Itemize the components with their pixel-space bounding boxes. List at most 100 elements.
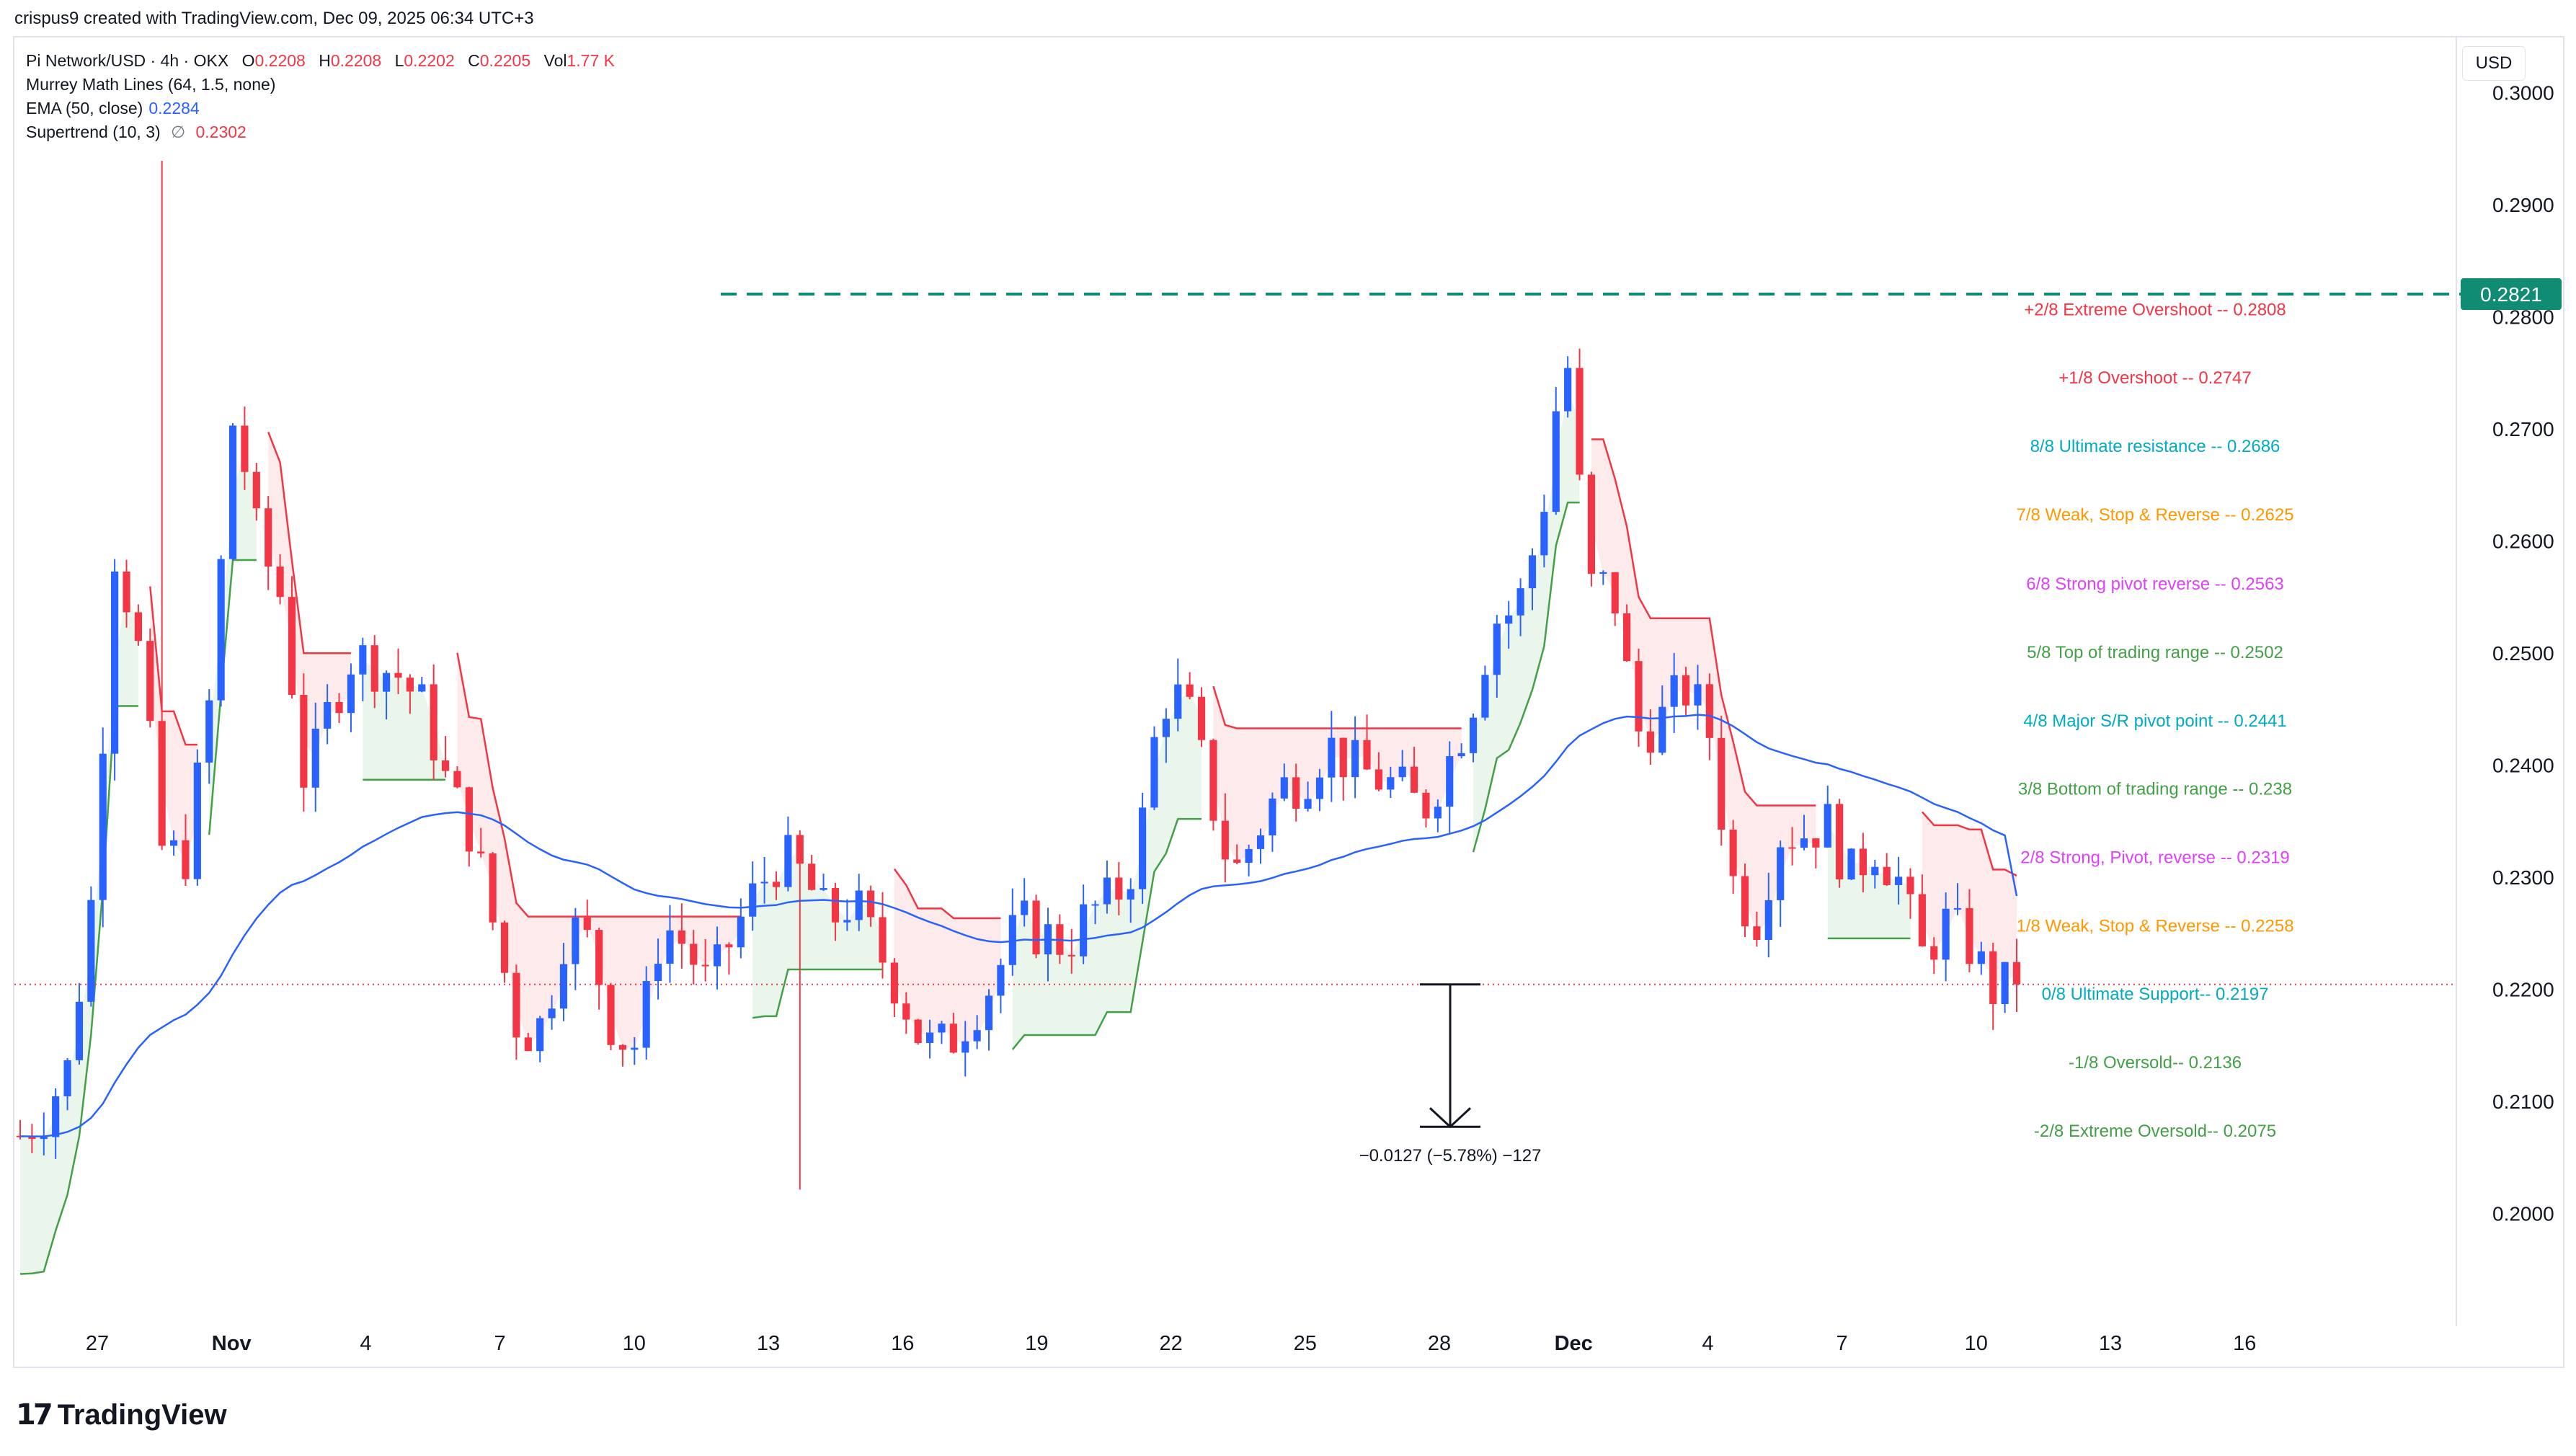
y-tick-label: 0.3000 — [2492, 82, 2554, 105]
candle-body — [465, 787, 473, 852]
indicator-supertrend[interactable]: Supertrend (10, 3) ∅ 0.2302 — [26, 123, 247, 141]
candle-body — [1091, 904, 1099, 906]
tradingview-logo[interactable]: 17 TradingView — [16, 1398, 227, 1431]
x-tick-label: 7 — [494, 1332, 506, 1355]
candle-body — [1930, 946, 1938, 960]
x-tick-label: 19 — [1025, 1332, 1048, 1355]
candle-body — [52, 1096, 60, 1137]
candle-body — [134, 612, 142, 642]
candle-body — [1032, 900, 1040, 955]
y-tick-label: 0.2100 — [2492, 1091, 2554, 1113]
candle-body — [725, 944, 733, 948]
supertrend-up-line — [1472, 501, 1580, 853]
y-tick-label: 0.2200 — [2492, 979, 2554, 1001]
symbol-label[interactable]: Pi Network/USD · 4h · OKX — [26, 51, 229, 70]
candle-body — [370, 645, 378, 692]
candle-body — [1021, 900, 1029, 915]
candle-body — [1469, 717, 1478, 753]
supertrend-down-line — [1212, 685, 1462, 729]
candle-body — [890, 962, 898, 1004]
candle-body — [1493, 623, 1501, 675]
candle-body — [678, 930, 685, 944]
candle-body — [524, 1037, 532, 1052]
candle-body — [1139, 807, 1147, 889]
x-tick-label: 4 — [360, 1332, 371, 1355]
candle-body — [406, 678, 414, 692]
candle-body — [985, 995, 993, 1031]
supertrend-up-fill — [209, 448, 257, 835]
candle-body — [182, 840, 190, 879]
indicator-murrey[interactable]: Murrey Math Lines (64, 1.5, none) — [26, 75, 276, 94]
candle-body — [1670, 675, 1678, 707]
measure-label: −0.0127 (−5.78%) −127 — [1359, 1146, 1542, 1166]
candle-body — [1363, 740, 1371, 770]
hidden-icon: ∅ — [171, 123, 186, 141]
y-tick-label: 0.2900 — [2492, 194, 2554, 216]
candle-body — [265, 508, 272, 567]
candle-body — [1008, 915, 1016, 965]
indicator-ema[interactable]: EMA (50, close) 0.2284 — [26, 99, 200, 117]
candle-body — [1871, 866, 1879, 876]
candle-body — [1067, 954, 1075, 956]
x-tick-label: 13 — [2099, 1332, 2122, 1355]
candle-body — [1540, 512, 1548, 556]
supertrend-up-line — [752, 968, 883, 1019]
candle-body — [1564, 368, 1572, 412]
murrey-level-label: 2/8 Strong, Pivot, reverse -- 0.2319 — [2020, 848, 2290, 868]
candle-body — [383, 672, 391, 692]
symbol-row[interactable]: Pi Network/USD · 4h · OKX O0.2208 H0.220… — [26, 49, 615, 73]
candle-body — [666, 930, 674, 964]
candle-body — [1328, 737, 1336, 778]
y-tick-label: 0.2000 — [2492, 1203, 2554, 1225]
candle-body — [1127, 889, 1134, 900]
candle-body — [169, 840, 178, 846]
x-tick-label: 16 — [2233, 1332, 2256, 1355]
candle-body — [784, 835, 792, 887]
candle-body — [1635, 661, 1643, 732]
ema-value: 0.2284 — [148, 99, 200, 117]
candle-body — [949, 1024, 957, 1053]
supertrend-down-line — [149, 586, 197, 746]
candle-body — [1280, 777, 1288, 799]
candle-body — [1434, 807, 1442, 819]
x-tick-label: 25 — [1294, 1332, 1317, 1355]
y-tick-label: 0.2300 — [2492, 866, 2554, 889]
murrey-level-label: 8/8 Ultimate resistance -- 0.2686 — [2030, 437, 2280, 456]
candle-body — [1611, 572, 1619, 613]
candle-body — [1103, 877, 1111, 905]
x-tick-label: 13 — [757, 1332, 780, 1355]
candle-body — [1245, 848, 1253, 864]
currency-selector[interactable]: USD — [2462, 46, 2526, 81]
supertrend-down-fill — [894, 869, 1001, 1047]
tradingview-logo-text: TradingView — [57, 1398, 227, 1431]
candle-body — [1576, 368, 1584, 475]
candle-body — [276, 567, 284, 598]
x-tick-label: 7 — [1836, 1332, 1848, 1355]
murrey-level-label: 5/8 Top of trading range -- 0.2502 — [2027, 643, 2283, 662]
candle-body — [583, 917, 591, 931]
candle-body — [879, 917, 887, 963]
candle-body — [1422, 792, 1430, 819]
target-price-label: 0.2821 — [2480, 283, 2542, 306]
candle-body — [146, 641, 154, 722]
candle-body — [1398, 766, 1406, 778]
candle-body — [607, 985, 615, 1045]
x-tick-label: Nov — [212, 1332, 252, 1355]
candle-body — [1351, 740, 1359, 778]
supertrend-down-fill — [1591, 439, 1816, 933]
supertrend-up-line — [19, 705, 138, 1275]
candle-body — [548, 1008, 556, 1018]
candle-body — [1080, 904, 1088, 956]
murrey-level-label: 6/8 Strong pivot reverse -- 0.2563 — [2026, 574, 2284, 594]
y-tick-label: 0.2400 — [2492, 755, 2554, 777]
candle-body — [500, 922, 509, 973]
candle-body — [63, 1060, 71, 1096]
candle-body — [111, 571, 119, 754]
candle-body — [99, 753, 107, 900]
candle-body — [642, 981, 650, 1048]
candle-body — [1906, 876, 1914, 895]
candle-body — [760, 882, 768, 884]
candle-body — [1847, 848, 1855, 880]
candle-body — [914, 1019, 922, 1043]
